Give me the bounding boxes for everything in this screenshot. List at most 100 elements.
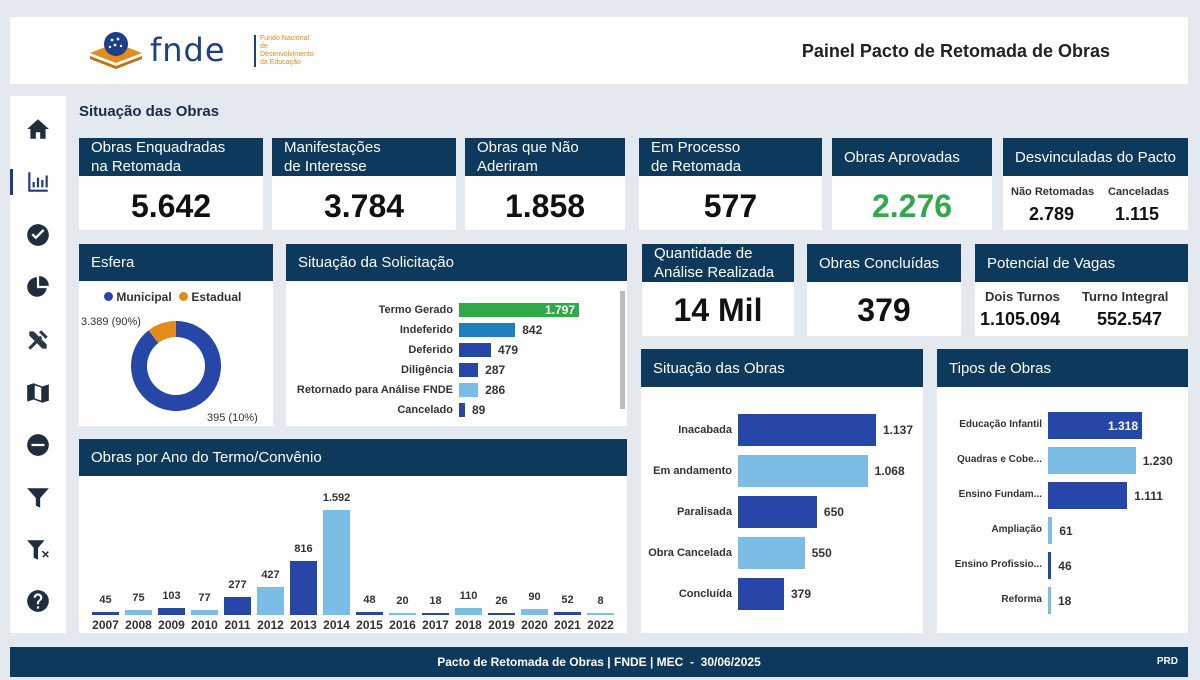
bar[interactable] [455, 607, 482, 615]
bar[interactable] [1048, 587, 1051, 614]
axis-tick-label: 2008 [125, 618, 152, 632]
kpi-label: Desvinculadas do Pacto [1003, 138, 1188, 176]
donut-slice-estadual[interactable] [148, 321, 176, 344]
kpi-value: 1.858 [504, 188, 586, 224]
pie-chart-icon[interactable] [25, 274, 51, 300]
bar[interactable] [738, 496, 817, 528]
kpi-label: Obras Concluídas [807, 244, 961, 282]
bar[interactable] [356, 611, 383, 615]
bar[interactable] [459, 383, 479, 397]
canceladas-value: 1.115 [1115, 204, 1160, 224]
kpi-value: 14 Mil [673, 292, 763, 328]
kpi-value: 3.784 [323, 188, 405, 224]
bar-value-label: 89 [471, 403, 486, 417]
bar[interactable] [1048, 412, 1142, 439]
home-icon[interactable] [25, 116, 51, 142]
bar[interactable] [521, 609, 548, 615]
bar[interactable] [1048, 482, 1128, 509]
axis-tick-label: 2019 [488, 618, 515, 632]
kpi-obras-aprovadas: Obras Aprovadas 2.276 [832, 138, 992, 230]
kpi-value: 2.276 [871, 188, 953, 224]
bar-value-label: 110 [459, 589, 478, 602]
footer-bar: Pacto de Retomada de Obras | FNDE | MEC … [10, 647, 1188, 677]
kpi-label: Obras que Não Aderiram [465, 138, 625, 176]
bar-value-label: 90 [528, 591, 541, 604]
axis-tick-label: 2017 [422, 618, 449, 632]
bar-value-label: 8 [597, 595, 604, 607]
bar-value-label: 75 [132, 592, 145, 605]
map-icon[interactable] [25, 380, 51, 406]
bar-value-label: 26 [495, 595, 508, 607]
axis-tick-label: 2018 [455, 618, 482, 632]
scrollbar[interactable] [620, 291, 625, 409]
bar[interactable] [1048, 517, 1053, 544]
bar[interactable] [459, 363, 479, 377]
kpi-label: Obras Aprovadas [832, 138, 992, 176]
bar[interactable] [290, 561, 317, 615]
bar-category-label: Diligência [401, 363, 453, 376]
ano-panel: Obras por Ano do Termo/Convênio 45 2007 75… [79, 439, 627, 633]
bar-value-label: 48 [363, 593, 376, 606]
bar[interactable] [738, 414, 876, 446]
bar-category-label: Em andamento [653, 464, 732, 477]
help-icon[interactable] [25, 588, 51, 614]
bar[interactable] [92, 612, 119, 615]
filter-clear-icon[interactable] [25, 537, 51, 563]
bar-chart-icon[interactable] [25, 169, 51, 195]
bar[interactable] [554, 611, 581, 615]
bar[interactable] [125, 610, 152, 615]
axis-tick-label: 2014 [323, 618, 350, 632]
axis-tick-label: 2007 [92, 618, 119, 632]
bar[interactable] [738, 537, 805, 569]
legend-dot-municipal [104, 292, 113, 301]
legend-dot-estadual [179, 292, 189, 301]
section-title: Situação das Obras [79, 103, 220, 120]
check-circle-icon[interactable] [25, 222, 51, 248]
sidebar [10, 96, 66, 633]
panel-title: Situação da Solicitação [286, 244, 627, 281]
bar-value-label: 842 [522, 323, 543, 337]
kpi-label: Manifestações de Interesse [272, 138, 456, 176]
bar[interactable] [1048, 447, 1136, 474]
bar-value-label: 18 [1058, 593, 1072, 608]
solicitacao-panel: Situação da Solicitação Termo Gerado 1.79… [286, 244, 627, 426]
kpi-value: 5.642 [130, 188, 212, 224]
bar[interactable] [158, 608, 185, 615]
bar[interactable] [488, 613, 515, 615]
bar[interactable] [422, 613, 449, 615]
bar[interactable] [459, 323, 516, 337]
bar-value-label: 550 [811, 546, 832, 560]
bar[interactable] [191, 609, 218, 615]
solicitacao-bar-chart: Termo Gerado 1.797 Indeferido 842 Deferido 47… [286, 281, 627, 426]
bar-value-label: 77 [198, 591, 211, 604]
bar[interactable] [323, 510, 350, 615]
bar-category-label: Obra Cancelada [648, 546, 732, 559]
bar[interactable] [224, 596, 251, 615]
bar[interactable] [587, 613, 614, 615]
bar-category-label: Concluída [678, 587, 732, 600]
bar[interactable] [459, 303, 579, 317]
bar[interactable] [459, 343, 491, 357]
kpi-label: Em Processo de Retomada [639, 138, 822, 176]
tools-icon[interactable] [25, 327, 51, 353]
kpi-desvinculadas: Desvinculadas do Pacto Não Retomadas 2.7… [1003, 138, 1188, 230]
panel-title: Esfera [79, 244, 273, 281]
bar[interactable] [738, 455, 868, 487]
bar[interactable] [257, 586, 284, 615]
top-header: fnde Fundo Nacional de Desenvolvimento d… [10, 17, 1188, 84]
bar-category-label: Educação Infantil [959, 419, 1042, 430]
sidebar-active-marker [10, 169, 13, 195]
bar-value-label: 1.137 [883, 423, 914, 437]
bar-category-label: Ensino Profissio... [954, 559, 1042, 570]
donut-slice-municipal[interactable] [131, 321, 221, 411]
minus-circle-icon[interactable] [25, 432, 51, 458]
tipos-bar-chart: Educação Infantil 1.318 Quadras e Cobe... 1… [937, 387, 1188, 633]
bar[interactable] [1048, 552, 1052, 579]
fnde-logo-icon [90, 32, 142, 69]
bar[interactable] [389, 613, 416, 615]
bar[interactable] [738, 578, 784, 610]
axis-tick-label: 2021 [554, 618, 581, 632]
bar-value-label: 20 [396, 595, 409, 607]
filter-icon[interactable] [25, 485, 51, 511]
bar[interactable] [459, 403, 465, 417]
